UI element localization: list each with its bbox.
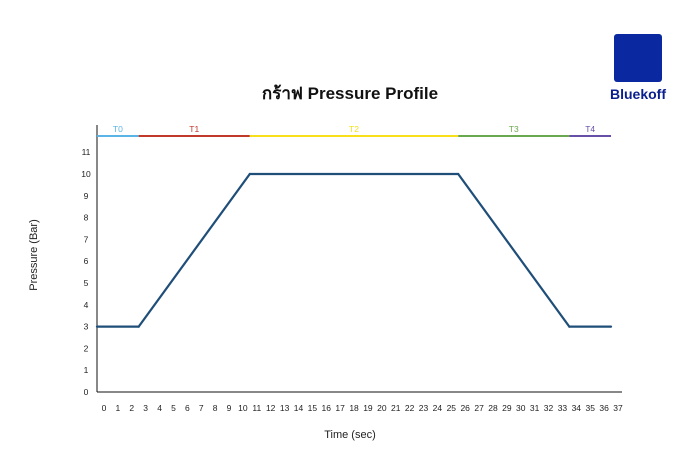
phase-label-t0: T0 <box>113 124 123 134</box>
y-tick-label: 9 <box>84 191 89 201</box>
x-tick-label: 25 <box>447 403 457 413</box>
x-tick-label: 20 <box>377 403 387 413</box>
y-tick-label: 5 <box>84 278 89 288</box>
y-tick-label: 1 <box>84 365 89 375</box>
x-tick-label: 16 <box>322 403 332 413</box>
x-tick-label: 26 <box>460 403 470 413</box>
x-tick-label: 35 <box>585 403 595 413</box>
phase-label-t2: T2 <box>349 124 359 134</box>
phase-label-t1: T1 <box>189 124 199 134</box>
x-tick-label: 5 <box>171 403 176 413</box>
x-tick-label: 27 <box>474 403 484 413</box>
y-tick-label: 6 <box>84 256 89 266</box>
y-tick-label: 3 <box>84 322 89 332</box>
x-tick-label: 8 <box>213 403 218 413</box>
data-point <box>137 325 140 328</box>
x-tick-label: 24 <box>433 403 443 413</box>
x-tick-label: 31 <box>530 403 540 413</box>
x-tick-label: 11 <box>252 403 261 413</box>
x-tick-label: 4 <box>157 403 162 413</box>
x-tick-label: 19 <box>363 403 373 413</box>
x-tick-label: 34 <box>572 403 582 413</box>
x-tick-label: 18 <box>349 403 359 413</box>
x-tick-label: 3 <box>143 403 148 413</box>
x-tick-label: 29 <box>502 403 512 413</box>
y-tick-label: 7 <box>84 234 89 244</box>
y-tick-label: 10 <box>81 169 91 179</box>
chart-title: กร้าฟ Pressure Profile <box>261 84 439 103</box>
brand-name: Bluekoff <box>610 86 666 102</box>
x-tick-label: 36 <box>599 403 609 413</box>
data-point <box>609 325 613 328</box>
x-tick-label: 12 <box>266 403 276 413</box>
y-tick-label: 4 <box>84 300 89 310</box>
x-tick-label: 33 <box>558 403 568 413</box>
pressure-series-line <box>97 172 611 328</box>
data-point <box>95 325 99 328</box>
x-tick-label: 2 <box>129 403 134 413</box>
x-tick-label: 0 <box>102 403 107 413</box>
x-tick-label: 37 <box>613 403 623 413</box>
x-tick-label: 10 <box>238 403 248 413</box>
x-tick-label: 15 <box>308 403 318 413</box>
x-tick-label: 21 <box>391 403 401 413</box>
x-tick-label: 14 <box>294 403 304 413</box>
x-tick-label: 1 <box>116 403 121 413</box>
x-tick-label: 17 <box>335 403 345 413</box>
y-tick-label: 8 <box>84 213 89 223</box>
data-point <box>457 172 460 176</box>
x-tick-label: 32 <box>544 403 554 413</box>
x-tick-label: 28 <box>488 403 498 413</box>
x-tick-label: 30 <box>516 403 526 413</box>
data-point <box>568 325 571 328</box>
x-tick-label: 9 <box>227 403 232 413</box>
x-axis-label: Time (sec) <box>324 429 376 441</box>
x-tick-label: 22 <box>405 403 415 413</box>
x-tick-label: 6 <box>185 403 190 413</box>
y-tick-label: 0 <box>84 387 89 397</box>
brand-logo-icon <box>614 34 662 82</box>
y-tick-label: 11 <box>82 147 91 157</box>
y-tick-label: 2 <box>84 343 89 353</box>
x-tick-label: 13 <box>280 403 290 413</box>
x-tick-label: 23 <box>419 403 429 413</box>
data-point <box>248 172 251 176</box>
phase-label-t4: T4 <box>585 124 595 134</box>
x-tick-label: 7 <box>199 403 204 413</box>
phase-label-t3: T3 <box>509 124 519 134</box>
